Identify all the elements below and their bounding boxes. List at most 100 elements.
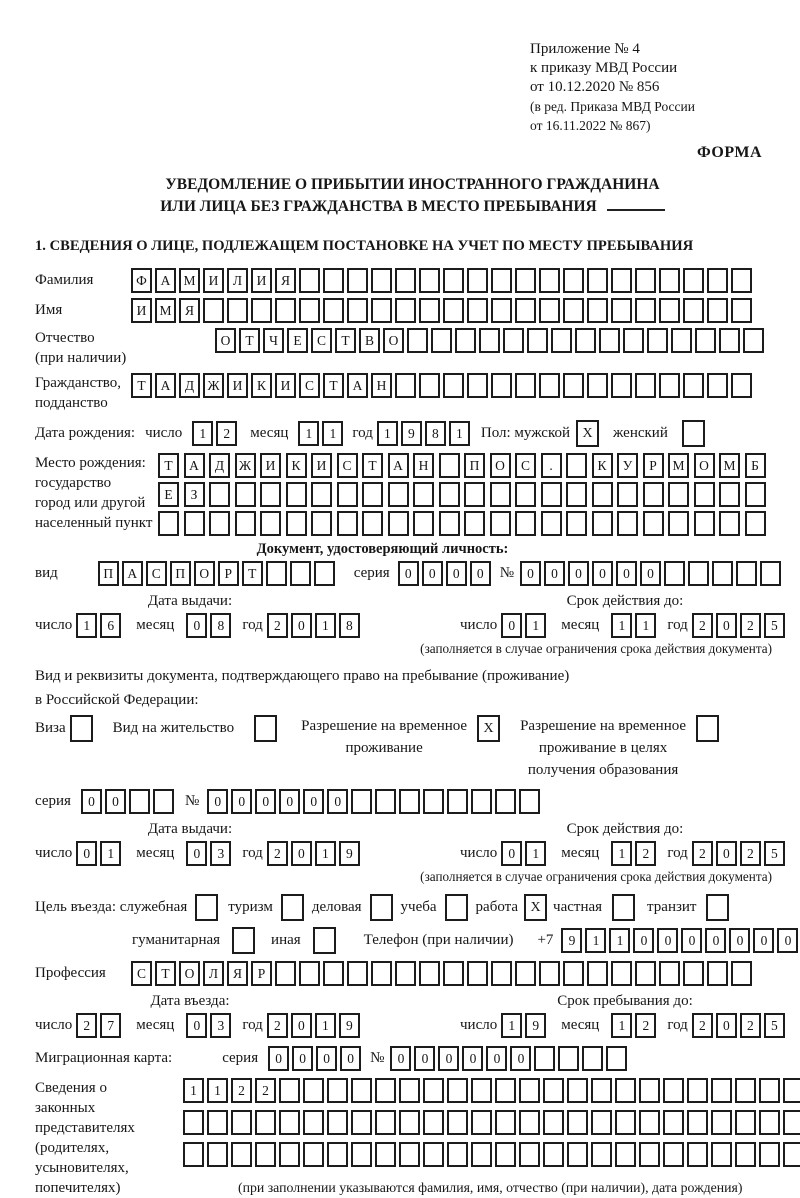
char-cell[interactable] (683, 268, 704, 293)
char-cell[interactable] (231, 1110, 252, 1135)
char-cell[interactable] (207, 1142, 228, 1167)
char-cell[interactable] (495, 1078, 516, 1103)
char-cell[interactable] (347, 961, 368, 986)
char-cell[interactable] (639, 1110, 660, 1135)
char-cell[interactable] (683, 961, 704, 986)
char-cell[interactable] (495, 1110, 516, 1135)
char-cell[interactable]: 3 (210, 841, 232, 866)
char-cell[interactable] (438, 482, 460, 507)
char-cell[interactable] (611, 961, 632, 986)
char-cell[interactable] (299, 268, 320, 293)
char-cell[interactable] (543, 1078, 564, 1103)
char-cell[interactable] (599, 328, 620, 353)
char-cell[interactable] (591, 511, 613, 536)
char-cell[interactable]: 0 (777, 928, 799, 953)
char-cell[interactable] (503, 328, 524, 353)
char-cell[interactable]: 0 (715, 613, 737, 638)
char-cell[interactable] (209, 511, 230, 536)
char-cell[interactable] (128, 789, 150, 814)
char-cell[interactable]: Я (227, 961, 248, 986)
char-cell[interactable]: 9 (338, 1013, 360, 1038)
char-cell[interactable]: А (155, 268, 176, 293)
char-cell[interactable] (443, 268, 464, 293)
char-cell[interactable] (743, 328, 764, 353)
char-cell[interactable]: А (183, 453, 205, 478)
char-cell[interactable]: Ж (203, 373, 224, 398)
char-cell[interactable] (275, 961, 296, 986)
char-cell[interactable]: 0 (207, 789, 229, 814)
char-cell[interactable]: И (131, 298, 152, 323)
char-cell[interactable]: 0 (510, 1046, 532, 1071)
char-cell[interactable] (515, 298, 536, 323)
char-cell[interactable] (635, 268, 656, 293)
char-cell[interactable]: 0 (753, 928, 775, 953)
char-cell[interactable] (195, 894, 219, 921)
char-cell[interactable] (663, 1110, 684, 1135)
char-cell[interactable]: 0 (290, 613, 312, 638)
char-cell[interactable] (731, 961, 752, 986)
char-cell[interactable]: О (489, 453, 511, 478)
char-cell[interactable]: 0 (268, 1046, 290, 1071)
char-cell[interactable]: 0 (592, 561, 613, 586)
char-cell[interactable] (183, 1110, 204, 1135)
char-cell[interactable] (563, 298, 584, 323)
char-cell[interactable] (707, 373, 728, 398)
char-cell[interactable] (347, 268, 368, 293)
purpose-transit-checkbox[interactable] (706, 894, 730, 921)
char-cell[interactable] (467, 961, 488, 986)
purpose-tourism-checkbox[interactable] (280, 894, 304, 921)
char-cell[interactable]: И (311, 453, 332, 478)
char-cell[interactable] (447, 1142, 468, 1167)
char-cell[interactable]: С (336, 453, 358, 478)
char-cell[interactable]: Д (179, 373, 200, 398)
char-cell[interactable] (659, 961, 680, 986)
char-cell[interactable] (491, 268, 512, 293)
char-cell[interactable] (254, 715, 278, 742)
char-cell[interactable]: 1 (376, 421, 398, 446)
char-cell[interactable] (719, 482, 740, 507)
char-cell[interactable] (209, 482, 230, 507)
char-cell[interactable]: . (540, 453, 562, 478)
char-cell[interactable] (279, 1142, 300, 1167)
char-cell[interactable] (351, 1110, 372, 1135)
char-cell[interactable] (491, 298, 512, 323)
char-cell[interactable]: 0 (520, 561, 541, 586)
char-cell[interactable] (659, 268, 680, 293)
char-cell[interactable]: 2 (739, 841, 761, 866)
char-cell[interactable]: 0 (414, 1046, 436, 1071)
char-cell[interactable]: 5 (763, 613, 785, 638)
char-cell[interactable] (567, 1110, 588, 1135)
char-cell[interactable] (735, 1078, 756, 1103)
char-cell[interactable] (69, 715, 93, 742)
char-cell[interactable]: М (668, 453, 689, 478)
char-cell[interactable]: 2 (739, 1013, 761, 1038)
char-cell[interactable]: 1 (76, 613, 98, 638)
char-cell[interactable] (639, 1078, 660, 1103)
char-cell[interactable]: 0 (290, 841, 312, 866)
char-cell[interactable] (299, 298, 320, 323)
char-cell[interactable]: 0 (729, 928, 751, 953)
char-cell[interactable] (303, 1110, 324, 1135)
char-cell[interactable] (399, 1142, 420, 1167)
char-cell[interactable] (759, 1078, 780, 1103)
char-cell[interactable]: О (193, 561, 215, 586)
purpose-private-checkbox[interactable] (612, 894, 636, 921)
char-cell[interactable] (471, 1078, 492, 1103)
char-cell[interactable]: Р (251, 961, 272, 986)
char-cell[interactable] (234, 511, 256, 536)
char-cell[interactable] (551, 328, 572, 353)
char-cell[interactable]: И (203, 268, 224, 293)
char-cell[interactable] (519, 1142, 540, 1167)
char-cell[interactable] (707, 961, 728, 986)
char-cell[interactable] (731, 268, 752, 293)
char-cell[interactable]: М (155, 298, 176, 323)
char-cell[interactable]: У (617, 453, 638, 478)
